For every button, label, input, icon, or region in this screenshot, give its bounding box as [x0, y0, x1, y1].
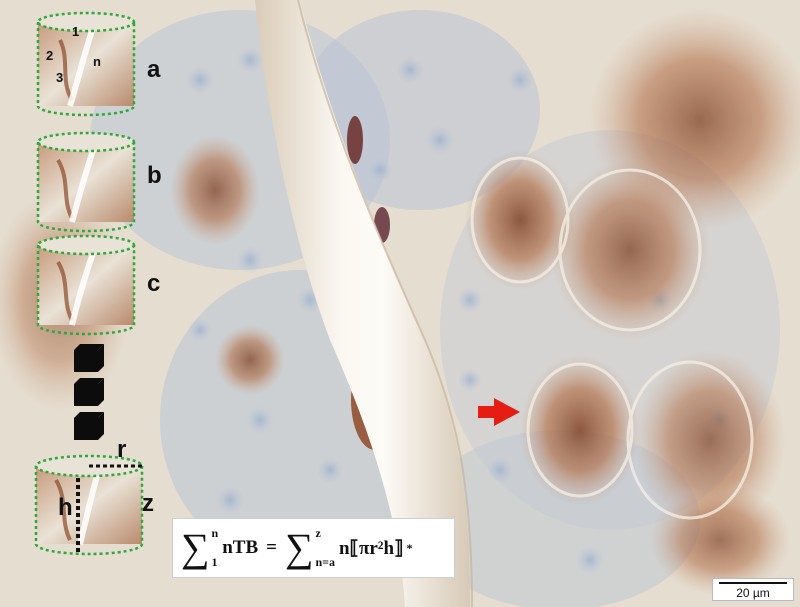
scale-bar: 20 µm	[712, 578, 794, 601]
cylinder-c	[36, 234, 136, 336]
volume-formula: ∑ n 1 nTB = ∑ z n=a n⟦πr²h⟧ *	[172, 518, 455, 578]
sum-symbol-left: ∑	[181, 525, 210, 570]
slice-label-1: 1	[72, 24, 80, 39]
red-arrow-icon	[478, 398, 520, 426]
sum-symbol-right: ∑	[284, 525, 314, 570]
label-h: h	[58, 494, 73, 521]
cylinder-b	[36, 131, 136, 233]
white-lumen-streak	[255, 0, 470, 607]
sum-limits-right: z n=a	[315, 526, 335, 570]
cell-nuclei	[186, 47, 732, 574]
formula-asterisk: *	[406, 540, 413, 555]
scale-bar-line	[719, 582, 787, 584]
cylinder-z	[34, 454, 144, 556]
label-c: c	[147, 270, 161, 297]
formula-equals: =	[266, 537, 277, 558]
scale-bar-label: 20 µm	[736, 586, 770, 600]
sum-lower-right: n=a	[315, 555, 335, 569]
formula-lhs-term: nTB	[222, 537, 259, 558]
label-b: b	[147, 162, 162, 189]
gland-outlines	[470, 156, 754, 520]
sum-lower-left: 1	[211, 555, 218, 569]
cylinder-a	[36, 11, 136, 117]
slice-label-3: 3	[56, 70, 64, 85]
slice-label-2: 2	[46, 48, 54, 63]
black-cube-icons	[74, 344, 104, 440]
sum-limits-left: n 1	[212, 526, 219, 570]
formula-rhs-term: n⟦πr²h⟧	[338, 537, 404, 559]
label-a: a	[147, 56, 161, 83]
label-z: z	[142, 490, 154, 517]
sum-upper-left: n	[211, 526, 219, 540]
label-r: r	[117, 436, 127, 463]
slice-label-n: n	[93, 54, 101, 69]
sum-upper-right: z	[315, 526, 321, 540]
